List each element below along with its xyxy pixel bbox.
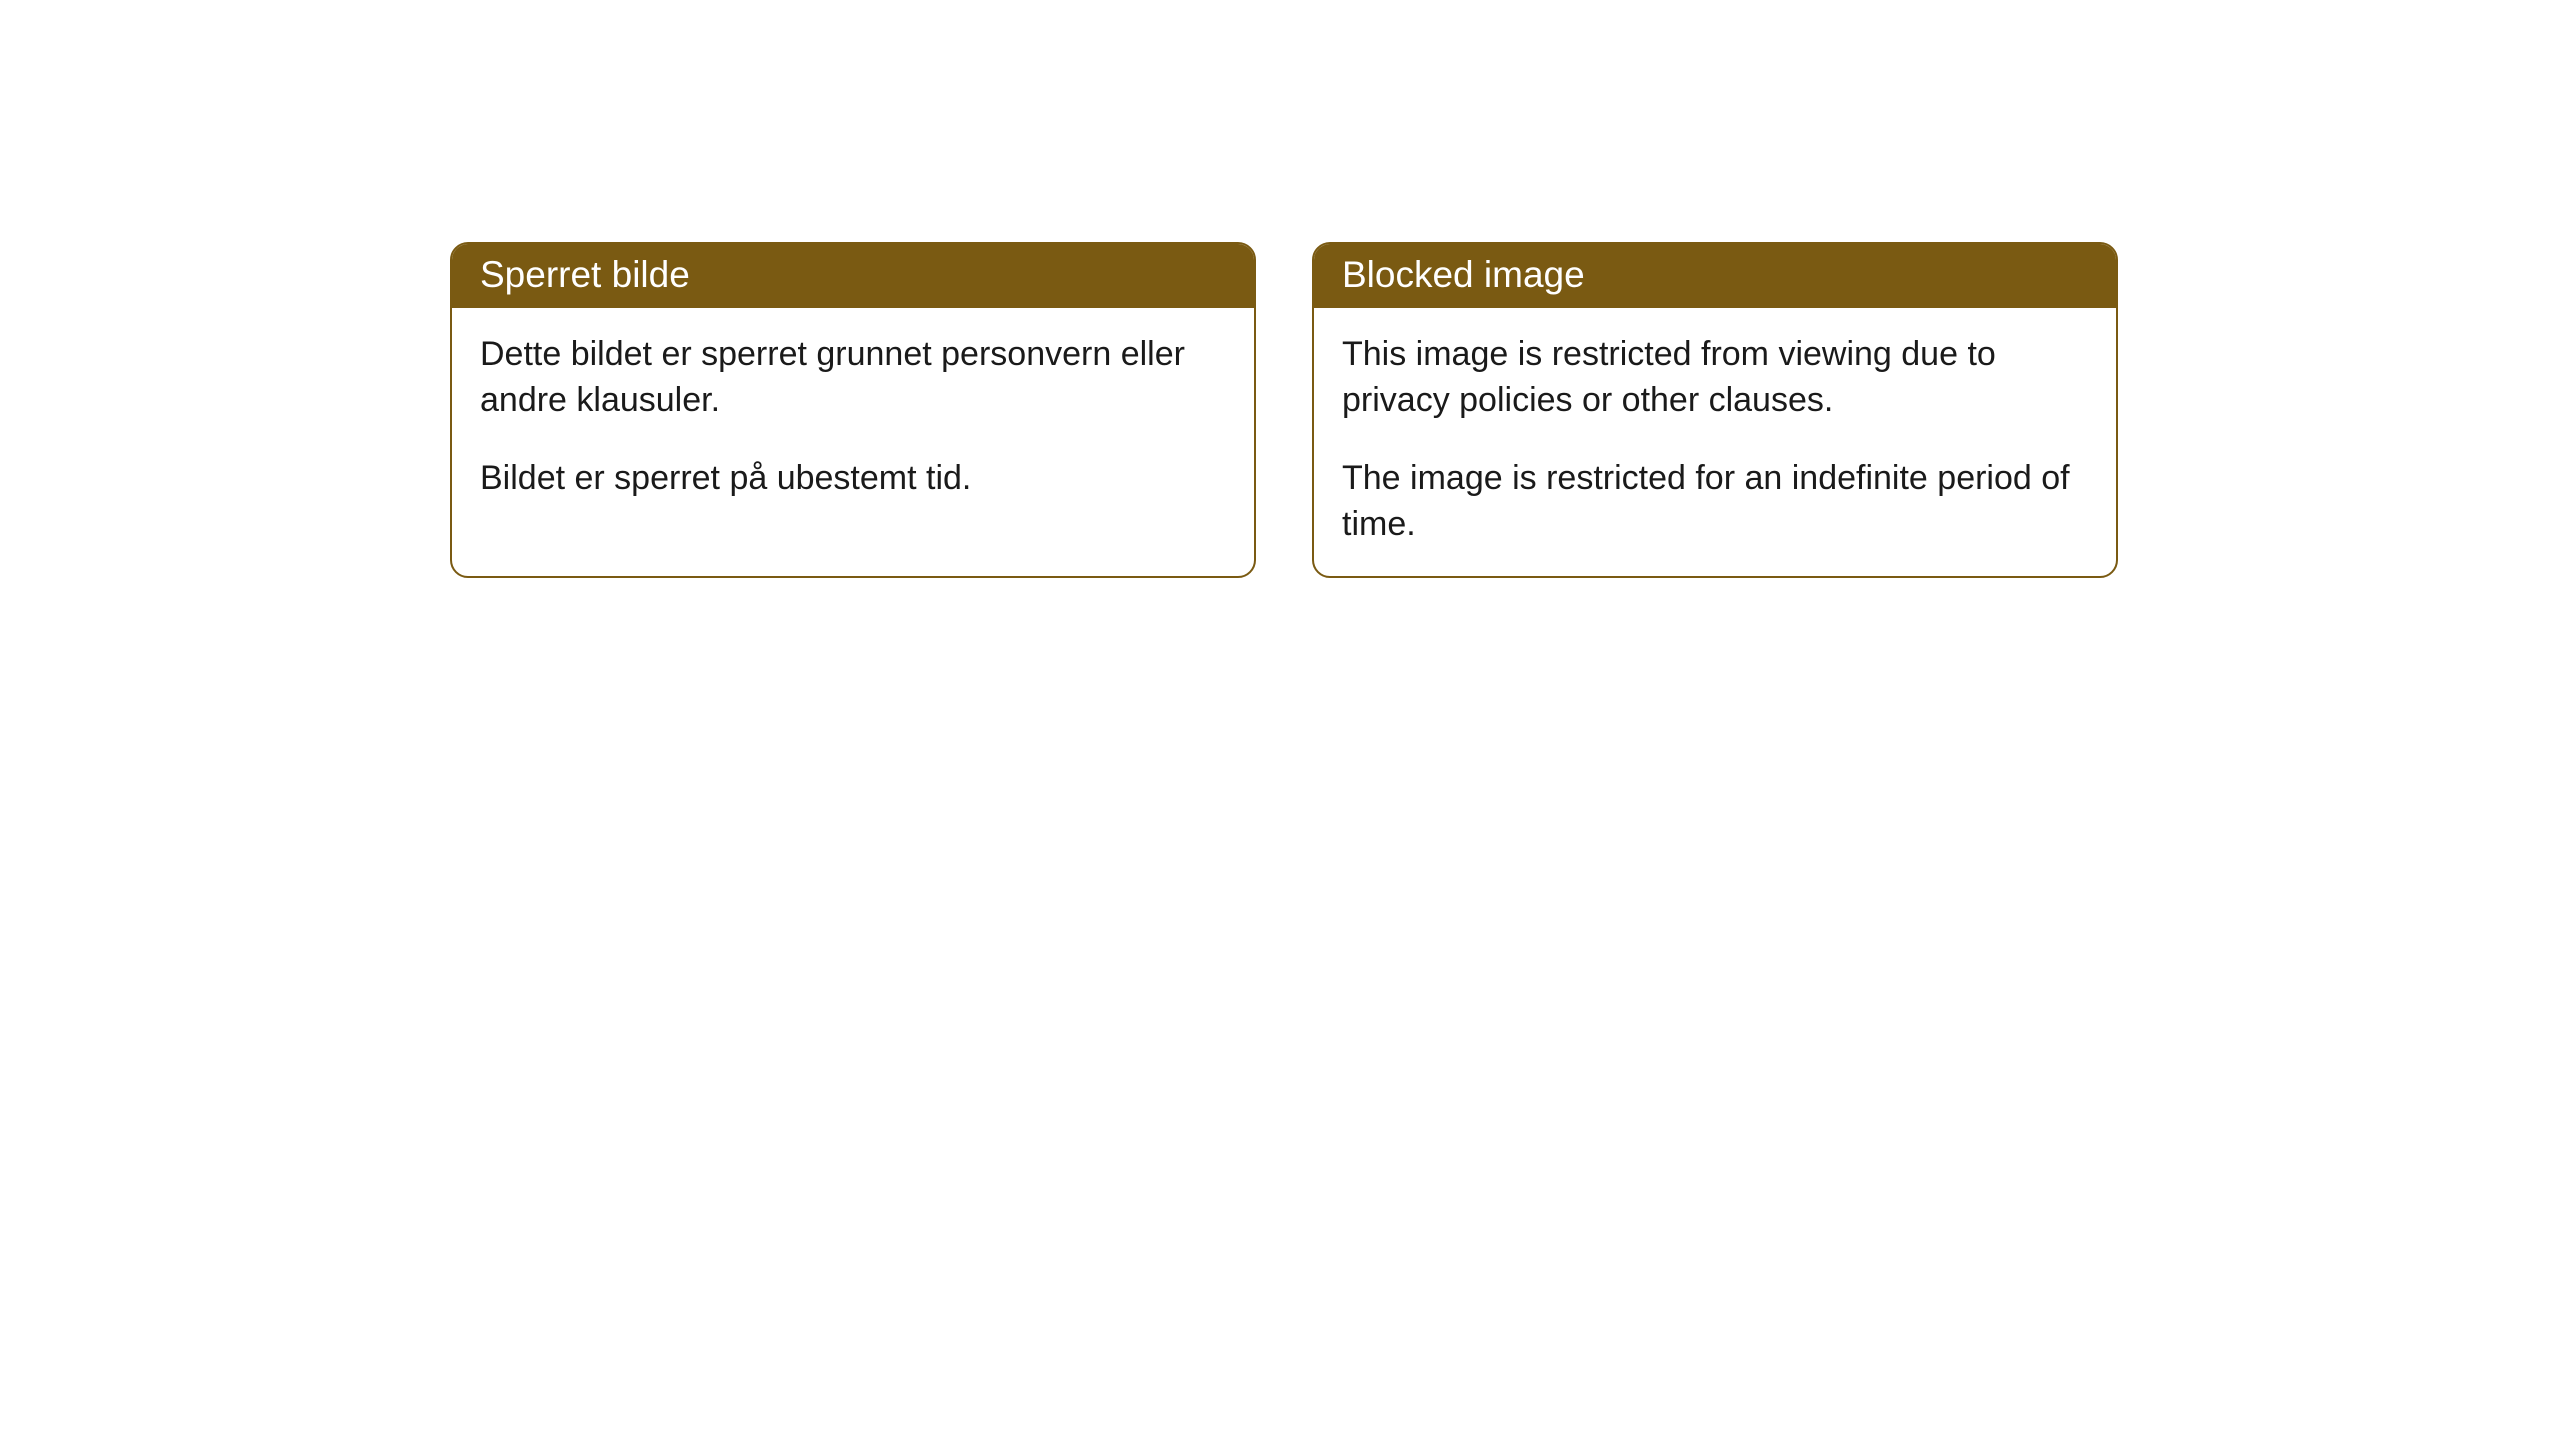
notice-body-english: This image is restricted from viewing du… xyxy=(1314,308,2116,576)
notice-card-norwegian: Sperret bilde Dette bildet er sperret gr… xyxy=(450,242,1256,578)
notice-paragraph-1-english: This image is restricted from viewing du… xyxy=(1342,332,2088,424)
notice-card-english: Blocked image This image is restricted f… xyxy=(1312,242,2118,578)
notice-header-norwegian: Sperret bilde xyxy=(452,244,1254,308)
notice-container: Sperret bilde Dette bildet er sperret gr… xyxy=(0,0,2560,578)
notice-title-norwegian: Sperret bilde xyxy=(480,254,690,295)
notice-paragraph-1-norwegian: Dette bildet er sperret grunnet personve… xyxy=(480,332,1226,424)
notice-paragraph-2-english: The image is restricted for an indefinit… xyxy=(1342,456,2088,548)
notice-title-english: Blocked image xyxy=(1342,254,1585,295)
notice-header-english: Blocked image xyxy=(1314,244,2116,308)
notice-body-norwegian: Dette bildet er sperret grunnet personve… xyxy=(452,308,1254,542)
notice-paragraph-2-norwegian: Bildet er sperret på ubestemt tid. xyxy=(480,456,1226,502)
